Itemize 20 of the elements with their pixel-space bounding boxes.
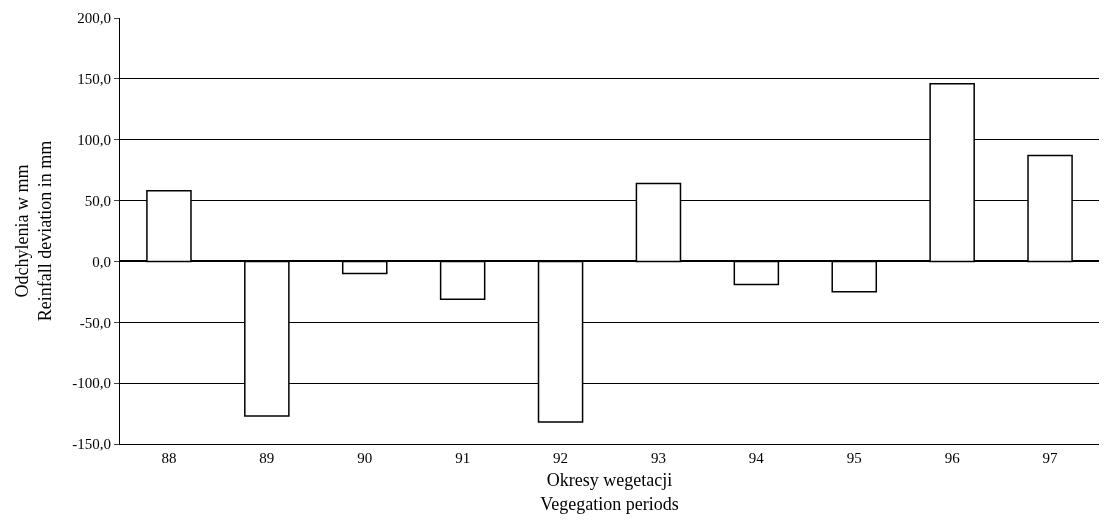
x-tick-label: 91 [455,450,471,466]
x-tick-label: 97 [1042,450,1059,466]
x-axis-title: Okresy wegetacji Vegegation periods [540,470,679,514]
x-tick-label: 96 [944,450,961,466]
y-tick-label: 0,0 [92,253,111,270]
y-axis-title: Odchylenia w mm Reinfall deviation in mm [12,140,56,322]
x-tick-label: 92 [553,450,569,466]
x-tick-label: 95 [846,450,862,466]
y-tick-label: 150,0 [77,71,111,88]
y-tick-label: -150,0 [72,436,111,453]
x-tick-label: 94 [748,450,765,466]
y-tick-label: 200,0 [77,10,111,27]
x-tick-label: 93 [650,450,666,466]
y-tick-label: 50,0 [84,192,111,209]
x-tick-label: 88 [161,450,177,466]
y-tick-label: 100,0 [77,131,111,148]
x-tick-label: 90 [357,450,373,466]
x-tick-label: 89 [259,450,275,466]
y-tick-label: -100,0 [72,375,111,392]
y-tick-label: -50,0 [79,314,111,331]
